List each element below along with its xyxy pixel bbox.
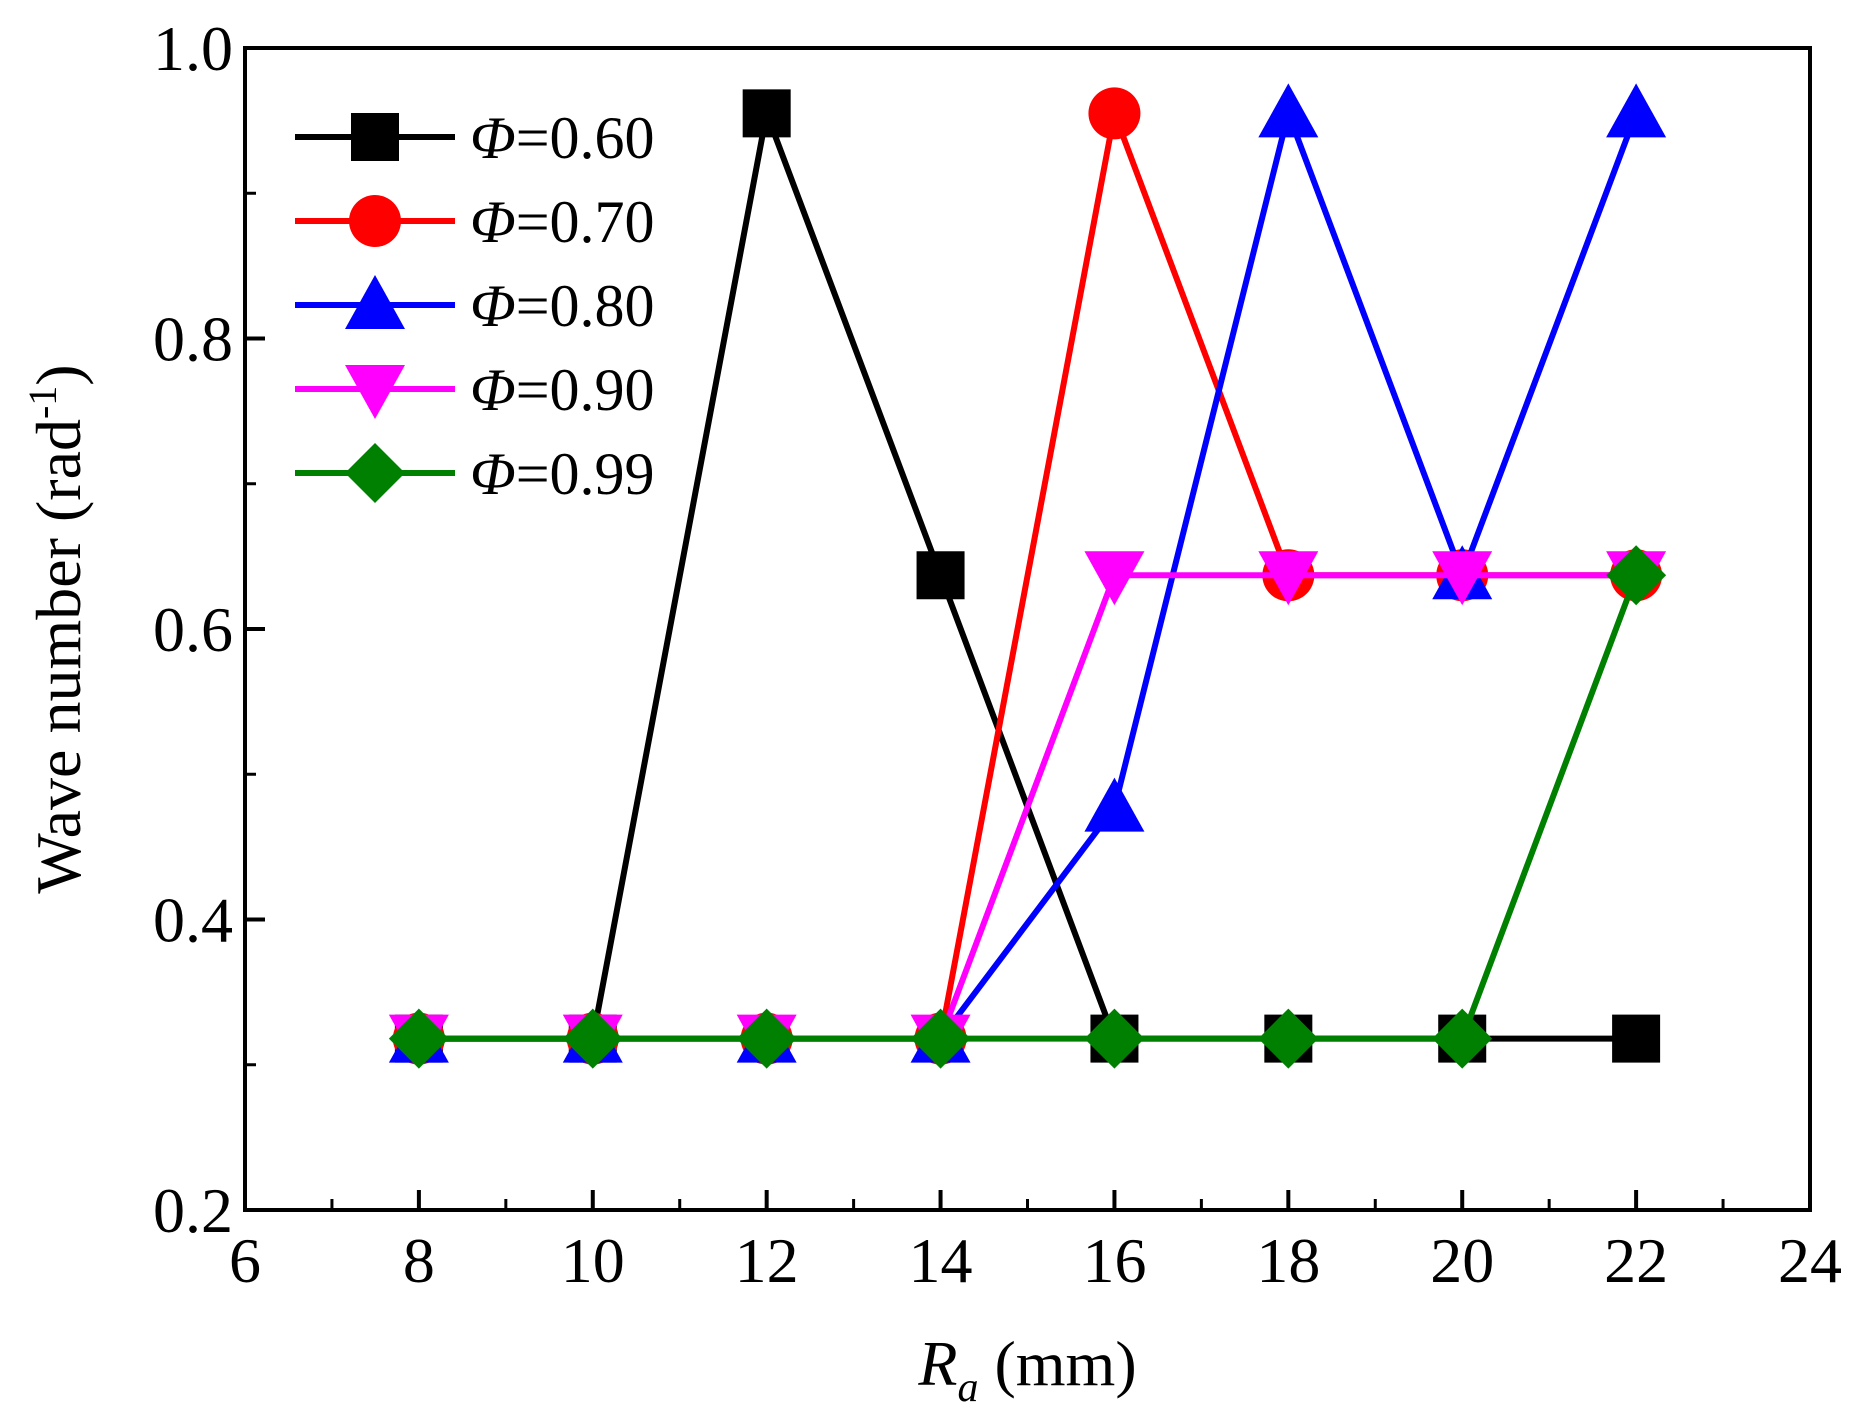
x-tick-label: 12 <box>735 1225 799 1296</box>
legend-marker <box>351 113 399 161</box>
legend-label: Φ=0.70 <box>470 189 655 255</box>
data-point <box>736 1008 797 1069</box>
y-tick-label: 0.6 <box>153 594 233 665</box>
x-tick-label: 20 <box>1430 1225 1494 1296</box>
data-point <box>910 1008 971 1069</box>
legend-entry: Φ=0.70 <box>295 189 655 255</box>
y-axis-title: Wave number (rad-1) <box>20 364 94 893</box>
legend-entry: Φ=0.80 <box>295 273 655 339</box>
x-tick-label: 16 <box>1082 1225 1146 1296</box>
data-point <box>1432 1008 1493 1069</box>
data-point <box>1084 1008 1145 1069</box>
legend-marker <box>349 195 401 247</box>
legend-entry: Φ=0.90 <box>295 357 655 423</box>
legend-entry: Φ=0.99 <box>295 441 655 507</box>
data-point <box>1084 551 1145 606</box>
x-tick-label: 8 <box>403 1225 435 1296</box>
legend-label: Φ=0.80 <box>470 273 655 339</box>
data-point <box>1258 1008 1319 1069</box>
series-layer <box>388 83 1667 1069</box>
x-tick-label: 6 <box>229 1225 261 1296</box>
data-point <box>916 551 965 600</box>
legend-marker <box>345 275 405 329</box>
data-point <box>388 1008 449 1069</box>
data-point <box>1258 551 1319 606</box>
legend-marker <box>345 443 405 503</box>
data-point <box>1084 777 1145 832</box>
series-diamond <box>388 545 1667 1069</box>
axes-layer: 6 8 10 12 14 16 18 20 22 24 0.2 0.4 0.6 0.8 1.0 Ra (mm)… <box>20 13 1842 1411</box>
data-point <box>1612 1014 1661 1063</box>
legend-entry: Φ=0.60 <box>295 105 655 171</box>
legend-label: Φ=0.90 <box>470 357 655 423</box>
x-tick-label: 18 <box>1256 1225 1320 1296</box>
x-axis-title: Ra (mm) <box>917 1328 1136 1411</box>
data-point <box>1088 87 1141 140</box>
data-point <box>1606 545 1667 606</box>
data-point <box>1432 551 1493 606</box>
y-tick-label: 1.0 <box>153 13 233 84</box>
legend-marker <box>345 365 405 419</box>
data-point <box>742 89 791 138</box>
series-line <box>418 572 1637 1042</box>
x-tick-label: 22 <box>1604 1225 1668 1296</box>
x-tick-label: 10 <box>561 1225 625 1296</box>
y-tick-label: 0.4 <box>153 885 233 956</box>
legend-label: Φ=0.99 <box>470 441 655 507</box>
legend-label: Φ=0.60 <box>470 105 655 171</box>
x-tick-label: 24 <box>1778 1225 1842 1296</box>
data-point <box>562 1008 623 1069</box>
legend: Φ=0.60 Φ=0.70 Φ=0.80 Φ=0.90 Φ=0.99 <box>295 105 655 507</box>
data-point <box>1606 83 1667 138</box>
x-tick-label: 14 <box>909 1225 973 1296</box>
series-triangle-down <box>388 551 1667 1069</box>
data-point <box>1258 83 1319 138</box>
y-tick-label: 0.8 <box>153 304 233 375</box>
y-tick-label: 0.2 <box>153 1175 233 1246</box>
